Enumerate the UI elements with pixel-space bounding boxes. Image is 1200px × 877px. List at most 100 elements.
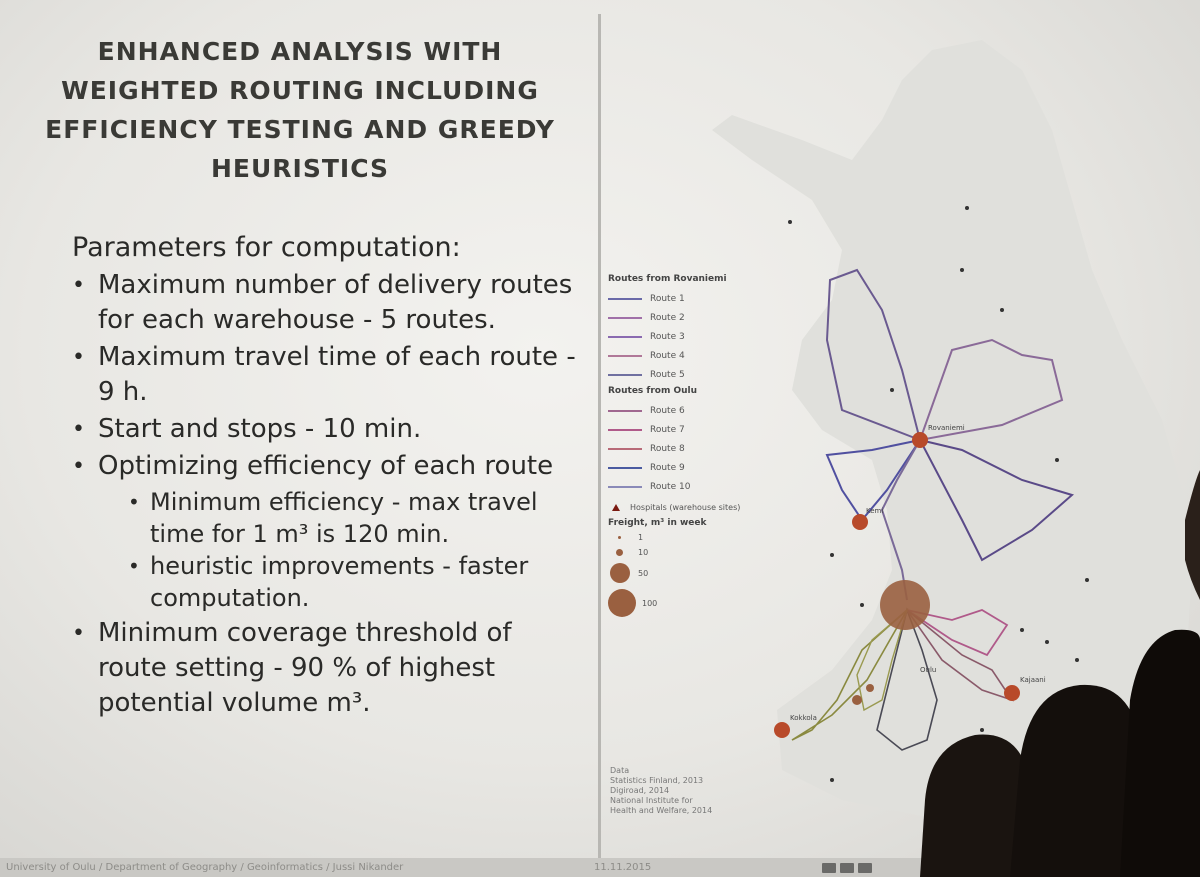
legend-route-1: Route 1 xyxy=(608,289,838,308)
data-source-1: Statistics Finland, 2013 xyxy=(610,776,704,785)
route-6-line xyxy=(791,609,908,741)
route-8-label: Route 8 xyxy=(650,443,685,454)
legend-route-6: Route 6 xyxy=(608,401,838,420)
parameter-list: Maximum number of delivery routes for ea… xyxy=(72,268,582,721)
route-7-line xyxy=(906,609,1009,657)
route-2-label: Route 2 xyxy=(650,312,685,323)
freight-circle-oulu xyxy=(880,580,930,630)
legend-route-9: Route 9 xyxy=(608,458,838,477)
route-5-label: Route 5 xyxy=(650,369,685,380)
route-3-line xyxy=(918,438,1075,562)
parameters-section: Parameters for computation: Maximum numb… xyxy=(72,230,582,723)
route-3-swatch xyxy=(608,335,642,338)
data-source-3: National Institute for xyxy=(610,796,693,805)
legend-route-2: Route 2 xyxy=(608,308,838,327)
freight-dot-icon-1 xyxy=(618,536,621,539)
route-5-swatch xyxy=(608,373,642,376)
route-8-line xyxy=(876,607,938,751)
map-legend: Routes from Rovaniemi Route 1 Route 2 Ro… xyxy=(608,272,838,623)
sub-bullet-list: Minimum efficiency - max travel time for… xyxy=(128,486,582,614)
bullet-optimizing: Optimizing efficiency of each route Mini… xyxy=(72,449,582,614)
route-2-line xyxy=(918,338,1064,442)
route-3-label: Route 3 xyxy=(650,331,685,342)
freight-value-50: 50 xyxy=(638,568,649,578)
hospitals-label: Hospitals (warehouse sites) xyxy=(630,502,741,512)
legend-route-5: Route 5 xyxy=(608,365,838,384)
route-4-label: Route 4 xyxy=(650,350,685,361)
legend-route-8: Route 8 xyxy=(608,439,838,458)
slide-title: ENHANCED ANALYSIS WITH WEIGHTED ROUTING … xyxy=(45,37,555,183)
legend-route-7: Route 7 xyxy=(608,420,838,439)
data-sources: Data Statistics Finland, 2013 Digiroad, … xyxy=(610,766,712,816)
freight-value-100: 100 xyxy=(642,598,658,608)
label-kokkola: Kokkola xyxy=(790,714,817,722)
freight-legend-50: 50 xyxy=(608,563,838,583)
legend-heading-freight: Freight, m³ in week xyxy=(608,518,707,528)
route-10-swatch xyxy=(608,485,642,488)
footer-affiliation: University of Oulu / Department of Geogr… xyxy=(6,862,404,873)
route-1-label: Route 1 xyxy=(650,293,685,304)
route-6-label: Route 6 xyxy=(650,405,685,416)
footer-date: 11.11.2015 xyxy=(594,862,652,873)
legend-hospitals: Hospitals (warehouse sites) xyxy=(608,498,838,516)
data-source-2: Digiroad, 2014 xyxy=(610,786,670,795)
route-1-line xyxy=(825,268,922,442)
freight-legend-10: 10 xyxy=(608,548,838,557)
legend-heading-oulu: Routes from Oulu xyxy=(608,386,698,396)
data-heading: Data xyxy=(610,766,630,775)
data-source-4: Health and Welfare, 2014 xyxy=(610,806,713,815)
legend-route-10: Route 10 xyxy=(608,477,838,496)
route-4-swatch xyxy=(608,354,642,357)
freight-value-1: 1 xyxy=(638,533,644,542)
freight-legend-100: 100 xyxy=(608,589,838,617)
freight-dot-icon-50 xyxy=(610,563,630,583)
route-8-swatch xyxy=(608,447,642,450)
route-6-swatch xyxy=(608,409,642,412)
hospital-triangle-icon xyxy=(612,503,620,511)
prev-slide-icon[interactable] xyxy=(822,863,836,873)
hospital-kajaani xyxy=(1004,685,1020,701)
route-9-swatch xyxy=(608,466,642,469)
bullet-start-stops: Start and stops - 10 min. xyxy=(72,412,582,447)
menu-icon[interactable] xyxy=(840,863,854,873)
freight-dot-icon-10 xyxy=(616,549,623,556)
slide-footer xyxy=(0,858,1200,877)
sub-bullet-min-efficiency: Minimum efficiency - max travel time for… xyxy=(128,486,582,550)
map-graphic: Rovaniemi Kemi Oulu Kajaani Kokkola xyxy=(712,40,1192,820)
route-2-swatch xyxy=(608,316,642,319)
route-7-label: Route 7 xyxy=(650,424,685,435)
route-10-line xyxy=(856,607,909,712)
parameters-heading: Parameters for computation: xyxy=(72,232,461,263)
bullet-max-travel-time: Maximum travel time of each route - 9 h. xyxy=(72,340,582,410)
route-10-label: Route 10 xyxy=(650,481,691,492)
next-slide-icon[interactable] xyxy=(858,863,872,873)
route-7-swatch xyxy=(608,428,642,431)
hospital-rovaniemi xyxy=(912,432,928,448)
label-kajaani: Kajaani xyxy=(1020,676,1046,684)
slide-nav-controls[interactable] xyxy=(822,863,872,873)
sub-bullet-heuristic: heuristic improvements - faster computat… xyxy=(128,550,582,614)
region-outline xyxy=(712,40,1192,820)
freight-dot-icon-100 xyxy=(608,589,636,617)
settlement-dots xyxy=(788,206,1089,782)
freight-circle-small-2 xyxy=(866,684,874,692)
legend-route-4: Route 4 xyxy=(608,346,838,365)
label-oulu: Oulu xyxy=(920,666,936,674)
freight-value-10: 10 xyxy=(638,548,649,557)
legend-heading-rovaniemi: Routes from Rovaniemi xyxy=(608,274,727,284)
text-panel: ENHANCED ANALYSIS WITH WEIGHTED ROUTING … xyxy=(0,0,600,877)
freight-legend-1: 1 xyxy=(608,533,838,542)
route-4-line xyxy=(825,438,923,522)
panel-divider xyxy=(598,14,601,864)
route-5-line xyxy=(880,439,921,601)
legend-route-3: Route 3 xyxy=(608,327,838,346)
route-map: Rovaniemi Kemi Oulu Kajaani Kokkola Rout… xyxy=(602,10,1200,860)
bullet-max-routes: Maximum number of delivery routes for ea… xyxy=(72,268,582,338)
freight-circle-small-1 xyxy=(852,695,862,705)
bullet-optimizing-text: Optimizing efficiency of each route xyxy=(98,451,554,481)
hospital-kemi xyxy=(852,514,868,530)
bullet-min-coverage: Minimum coverage threshold of route sett… xyxy=(72,616,582,721)
route-9-label: Route 9 xyxy=(650,462,685,473)
hospital-kokkola xyxy=(774,722,790,738)
label-kemi: Kemi xyxy=(866,507,883,515)
